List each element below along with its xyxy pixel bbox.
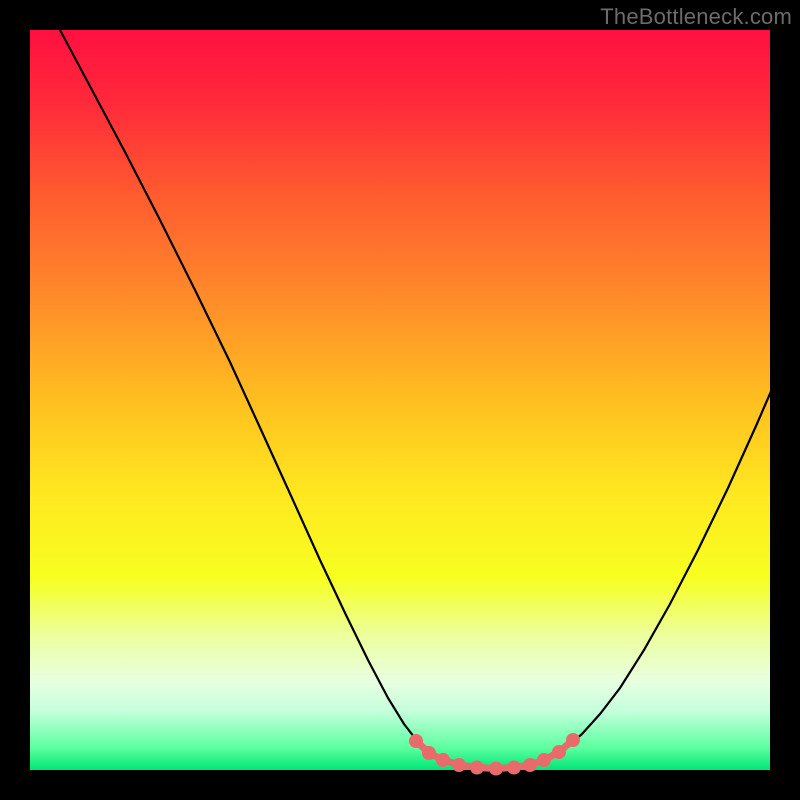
marker-dot [489, 762, 503, 776]
plot-area [30, 30, 770, 770]
chart-svg [30, 30, 800, 800]
markers-group [409, 733, 580, 776]
marker-dot [470, 761, 484, 775]
marker-dot [523, 758, 537, 772]
marker-dot [422, 746, 436, 760]
marker-dot [537, 753, 551, 767]
curve-line [60, 30, 800, 769]
marker-dot [507, 761, 521, 775]
marker-dot [436, 753, 450, 767]
marker-dot [552, 745, 566, 759]
marker-dot [409, 734, 423, 748]
marker-dot [452, 758, 466, 772]
marker-dot [566, 733, 580, 747]
chart-frame: TheBottleneck.com [0, 0, 800, 800]
watermark-text: TheBottleneck.com [600, 4, 792, 30]
